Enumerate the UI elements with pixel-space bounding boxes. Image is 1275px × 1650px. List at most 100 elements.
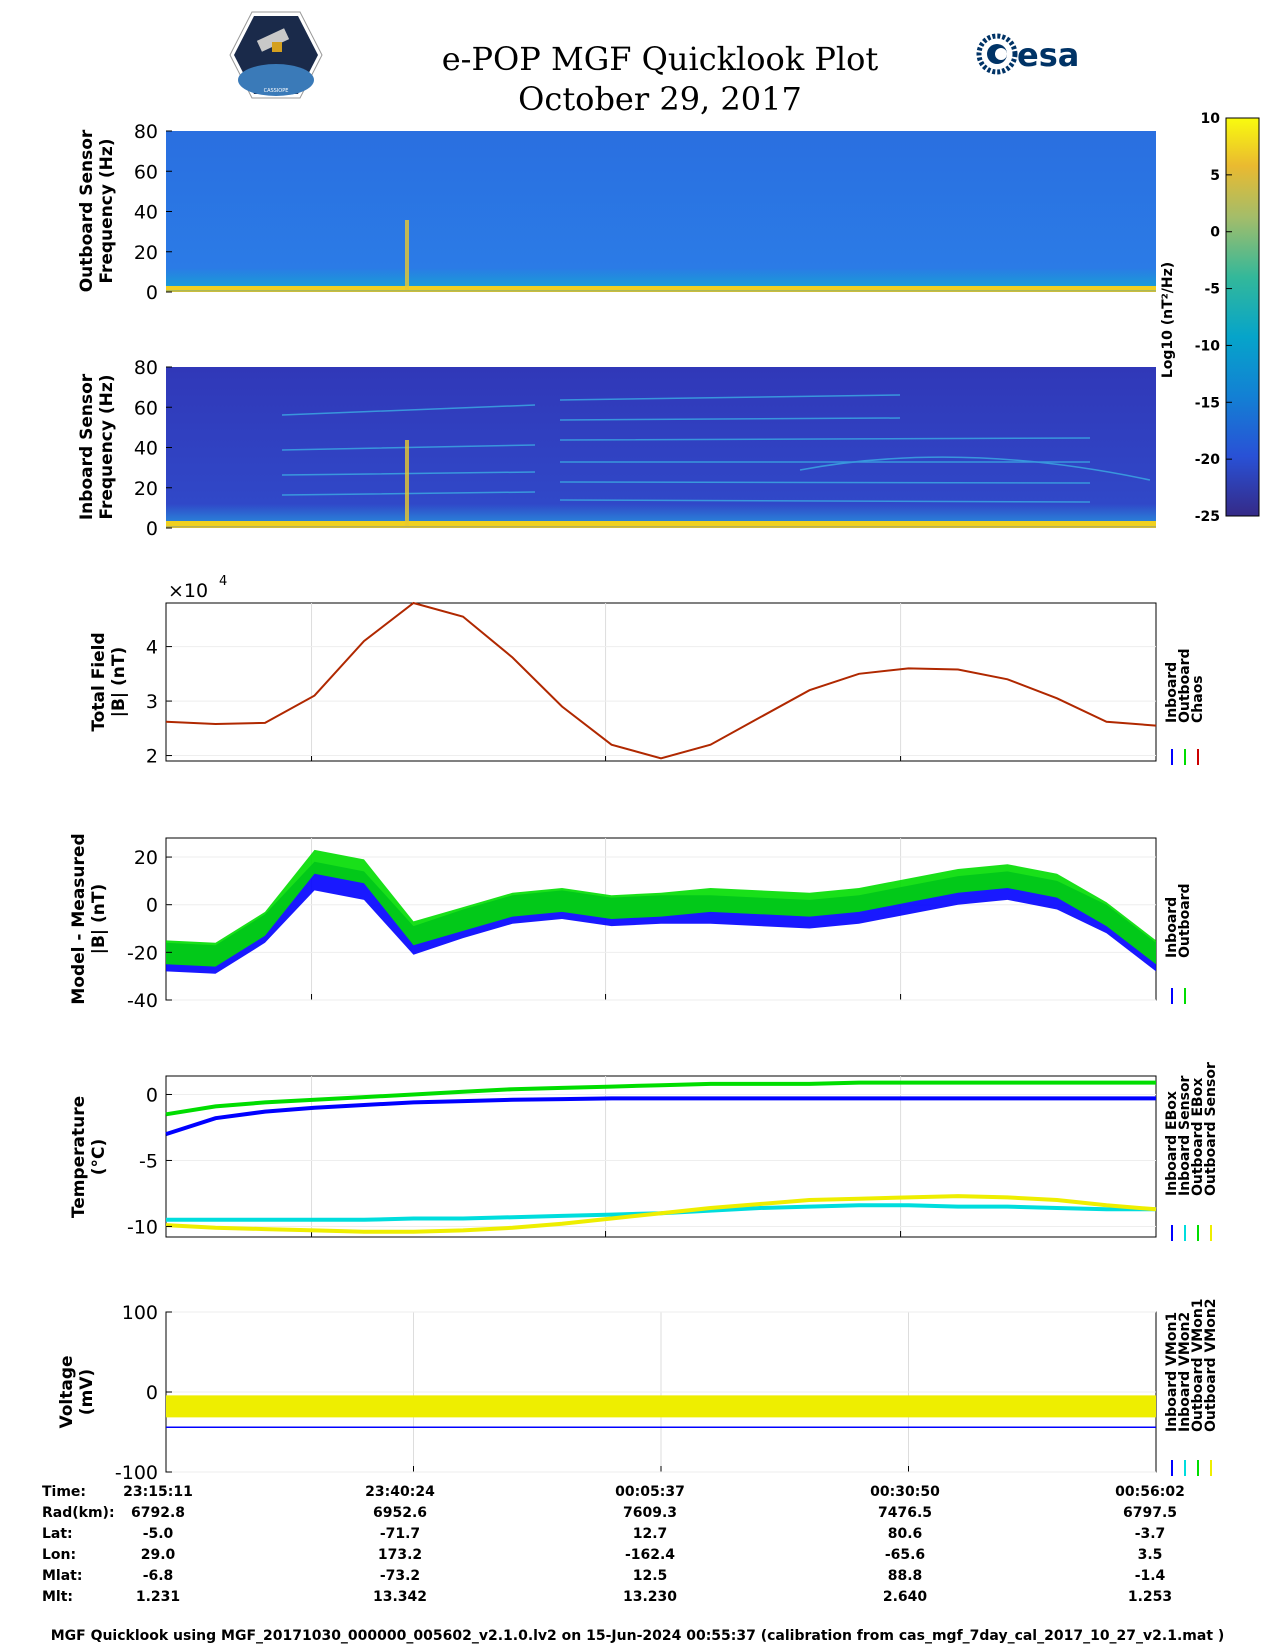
ytick-label: 0 bbox=[146, 518, 158, 540]
table-cell: 7609.3 bbox=[623, 1505, 677, 1521]
temperature-series-line bbox=[165, 1194, 1157, 1234]
table-row-label: Mlat: bbox=[42, 1568, 82, 1584]
legend-entry: Outboard VMon1 bbox=[1190, 1298, 1206, 1432]
outboard-spectrogram-panel: 0 20 40 60 80 Outboard Sensor Frequency (Hz) bbox=[77, 121, 1156, 304]
table-cell: 00:30:50 bbox=[870, 1484, 940, 1500]
table-cell: -1.4 bbox=[1135, 1568, 1166, 1584]
colorbar: 10 5 0 -5 -10 -15 -20 -25 Log10 (nT²/Hz) bbox=[1160, 111, 1260, 525]
ytick-label: 40 bbox=[134, 202, 158, 224]
inboard-ylabel-line1: Inboard Sensor bbox=[77, 373, 97, 520]
table-cell: 3.5 bbox=[1138, 1547, 1163, 1563]
inboard-spike bbox=[405, 440, 409, 526]
total-field-axes bbox=[165, 602, 1157, 762]
table-cell: -6.8 bbox=[143, 1568, 174, 1584]
table-cell: 6792.8 bbox=[131, 1505, 185, 1521]
temperature-series-line bbox=[165, 1080, 1156, 1117]
total-field-multiplier: ×10 bbox=[168, 580, 208, 602]
colorbar-tick-label: -10 bbox=[1195, 338, 1221, 354]
colorbar-gradient bbox=[1225, 117, 1260, 517]
ytick-label: 60 bbox=[134, 397, 158, 419]
ytick-label: 100 bbox=[122, 1302, 158, 1324]
table-cell: 6797.5 bbox=[1123, 1505, 1177, 1521]
table-cell: -3.7 bbox=[1135, 1526, 1166, 1542]
esa-logo-text: esa bbox=[1017, 36, 1079, 74]
ytick-label: 0 bbox=[146, 1084, 158, 1106]
ytick-label: 4 bbox=[146, 637, 158, 659]
ytick-label: 20 bbox=[134, 478, 158, 500]
colorbar-tick-label: -25 bbox=[1195, 509, 1220, 525]
inboard-ylabel-line2: Frequency (Hz) bbox=[97, 374, 117, 519]
table-cell: -65.6 bbox=[885, 1547, 925, 1563]
footer-note: MGF Quicklook using MGF_20171030_000000_… bbox=[50, 1628, 1225, 1644]
table-cell: 6952.6 bbox=[373, 1505, 427, 1521]
legend-entry: Outboard bbox=[1177, 883, 1193, 958]
colorbar-tick-label: 5 bbox=[1210, 168, 1220, 184]
ytick-label: -20 bbox=[127, 942, 158, 964]
temperature-ylabel-line1: Temperature bbox=[69, 1096, 89, 1218]
legend-entry: Inboard VMon1 bbox=[1164, 1312, 1180, 1432]
outboard-residual-band bbox=[166, 849, 1156, 967]
legend-entry: Outboard bbox=[1177, 648, 1193, 723]
ephemeris-table: Time: 23:15:11 23:40:24 00:05:37 00:30:50 00:… bbox=[42, 1484, 1185, 1605]
colorbar-tick-label: -5 bbox=[1204, 282, 1220, 298]
table-cell: 13.342 bbox=[373, 1589, 427, 1605]
ytick-label: 20 bbox=[134, 242, 158, 264]
inboard-low-freq-band bbox=[166, 521, 1156, 526]
table-cell: 80.6 bbox=[888, 1526, 923, 1542]
table-cell: 12.5 bbox=[633, 1568, 668, 1584]
temperature-axes bbox=[165, 1075, 1157, 1238]
table-row-label: Rad(km): bbox=[42, 1505, 115, 1521]
epop-logo-text: CASSIOPE bbox=[264, 88, 289, 94]
legend-entry: Outboard Sensor bbox=[1203, 1062, 1219, 1196]
outboard-ylabel-line2: Frequency (Hz) bbox=[97, 138, 117, 283]
table-cell: -5.0 bbox=[143, 1526, 174, 1542]
table-cell: 173.2 bbox=[378, 1547, 422, 1563]
legend-entry: Inboard VMon2 bbox=[1177, 1312, 1193, 1432]
table-cell: 13.230 bbox=[623, 1589, 677, 1605]
table-cell: 12.7 bbox=[633, 1526, 668, 1542]
voltage-panel: -100 0 100 Voltage (mV) Inboard VMon1Inboa… bbox=[57, 1298, 1219, 1484]
model-measured-ylabel-line1: Model - Measured bbox=[69, 833, 89, 1004]
ytick-label: 80 bbox=[134, 357, 158, 379]
model-measured-ylabel-line2: |B| (nT) bbox=[89, 884, 109, 955]
outboard-ylabel-line1: Outboard Sensor bbox=[77, 129, 97, 292]
ytick-label: -40 bbox=[127, 990, 158, 1012]
total-field-multiplier-exp: 4 bbox=[219, 574, 227, 589]
total-field-panel: 2 3 4 ×10 4 Total Field |B| (nT) InboardOu… bbox=[89, 574, 1206, 768]
table-cell: 88.8 bbox=[888, 1568, 923, 1584]
table-row-label: Mlt: bbox=[42, 1589, 73, 1605]
colorbar-label: Log10 (nT²/Hz) bbox=[1160, 262, 1176, 378]
table-cell: 00:05:37 bbox=[615, 1484, 685, 1500]
voltage-ylabel-line1: Voltage bbox=[57, 1355, 77, 1428]
legend-entry: Chaos bbox=[1190, 675, 1206, 723]
temperature-panel: -10 -5 0 Temperature (°C) Inboard EBoxInbo… bbox=[69, 1062, 1219, 1241]
colorbar-tick-label: -20 bbox=[1195, 452, 1221, 468]
esa-logo: esa bbox=[976, 33, 1079, 75]
table-cell: 1.231 bbox=[136, 1589, 180, 1605]
chart-title: e-POP MGF Quicklook Plot bbox=[441, 40, 879, 78]
legend-entry: Inboard Sensor bbox=[1177, 1075, 1193, 1196]
outboard-low-freq-band bbox=[166, 286, 1156, 290]
total-field-ylabel-line1: Total Field bbox=[89, 632, 109, 731]
table-cell: -162.4 bbox=[625, 1547, 675, 1563]
table-cell: -73.2 bbox=[380, 1568, 420, 1584]
table-cell: 2.640 bbox=[883, 1589, 928, 1605]
table-cell: 7476.5 bbox=[878, 1505, 932, 1521]
legend-entry: Inboard EBox bbox=[1164, 1091, 1180, 1196]
legend-entry: Inboard bbox=[1164, 662, 1180, 723]
table-cell: 29.0 bbox=[141, 1547, 176, 1563]
inboard-spectrogram-panel: 0 20 40 60 80 Inboard Sensor Frequency (Hz) bbox=[77, 357, 1156, 540]
ytick-label: -100 bbox=[115, 1462, 158, 1484]
ytick-label: -5 bbox=[139, 1150, 158, 1172]
total-field-ylabel-line2: |B| (nT) bbox=[109, 647, 129, 718]
ytick-label: 60 bbox=[134, 161, 158, 183]
legend-entry: Outboard EBox bbox=[1190, 1078, 1206, 1196]
table-row-label: Lat: bbox=[42, 1526, 73, 1542]
table-cell: 23:40:24 bbox=[365, 1484, 435, 1500]
ytick-label: 2 bbox=[146, 746, 158, 768]
epop-mission-logo: CASSIOPE bbox=[229, 11, 323, 99]
legend-entry: Inboard bbox=[1164, 897, 1180, 958]
table-cell: 00:56:02 bbox=[1115, 1484, 1185, 1500]
table-cell: 1.253 bbox=[1128, 1589, 1172, 1605]
